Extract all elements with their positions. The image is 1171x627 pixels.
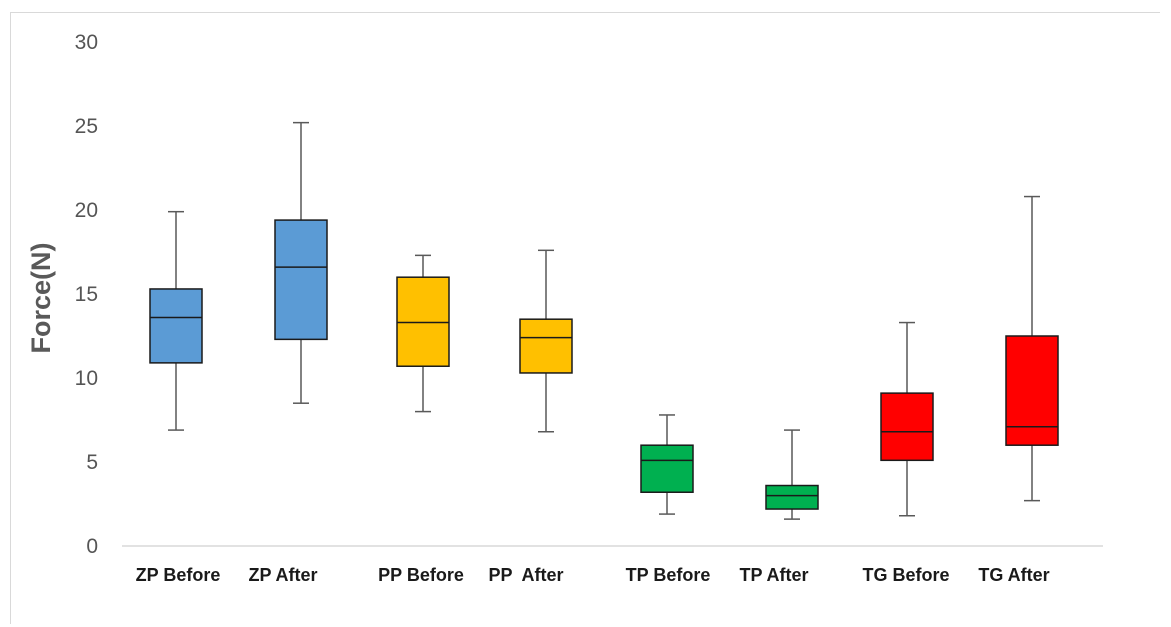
box-iqr [519,318,573,374]
y-tick-label: 5 [86,451,98,474]
y-tick-label: 15 [75,283,98,306]
box-group [396,254,450,413]
category-label: ZP Before [136,565,221,585]
y-tick-label: 25 [75,115,98,138]
box-group [640,414,694,515]
box-iqr [765,484,819,510]
box-iqr [1005,335,1059,446]
y-axis-ticks: 0 5 10 15 20 25 30 [75,31,98,558]
category-labels: ZP Before ZP After PP Before PP After TP Bef… [136,565,1050,585]
box-group [519,249,573,433]
category-label: TP After [739,565,808,585]
box-group [880,321,934,517]
y-tick-label: 20 [75,199,98,222]
y-tick-label: 10 [75,367,98,390]
box-group [1005,195,1059,502]
category-label: PP Before [378,565,464,585]
y-axis-title: Force(N) [26,242,56,353]
box-iqr [396,276,450,367]
box-group [149,210,203,431]
y-tick-label: 30 [75,31,98,54]
box-iqr [149,288,203,364]
box-iqr [880,392,934,462]
y-tick-label: 0 [86,535,98,558]
box-iqr [274,219,328,341]
chart-frame [10,12,1160,624]
category-label: TP Before [626,565,711,585]
category-label: ZP After [248,565,317,585]
category-label: TG Before [862,565,949,585]
box-series [149,121,1059,520]
box-group [765,429,819,520]
box-iqr [640,444,694,493]
box-group [274,121,328,404]
category-label: PP After [488,565,563,585]
category-label: TG After [978,565,1049,585]
